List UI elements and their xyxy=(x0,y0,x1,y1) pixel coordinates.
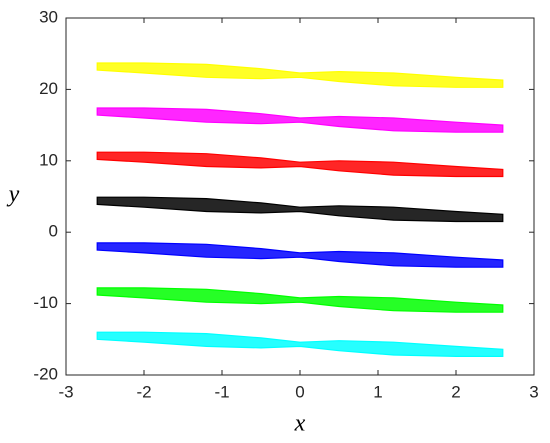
y-tick-label: 0 xyxy=(49,222,58,241)
attractor-region xyxy=(96,151,504,178)
x-tick-label: 1 xyxy=(373,382,382,401)
attractor-region xyxy=(96,196,504,223)
x-tick-label: -2 xyxy=(136,382,151,401)
attractor-region xyxy=(96,62,504,88)
attractor-region xyxy=(96,331,504,357)
x-tick-label: 0 xyxy=(295,382,304,401)
x-tick-label: -3 xyxy=(58,382,73,401)
y-tick-label: 30 xyxy=(39,7,58,26)
x-tick-label: -1 xyxy=(214,382,229,401)
attractor-region xyxy=(96,107,504,133)
attractor-region xyxy=(96,287,504,313)
y-tick-label: -10 xyxy=(33,293,58,312)
attractor-region xyxy=(96,242,504,268)
y-tick-label: 10 xyxy=(39,150,58,169)
y-axis-title: y xyxy=(7,182,20,208)
y-tick-label: -20 xyxy=(33,364,58,383)
y-tick-label: 20 xyxy=(39,79,58,98)
x-axis-title: x xyxy=(294,411,306,437)
x-tick-label: 2 xyxy=(451,382,460,401)
x-tick-label: 3 xyxy=(529,382,538,401)
